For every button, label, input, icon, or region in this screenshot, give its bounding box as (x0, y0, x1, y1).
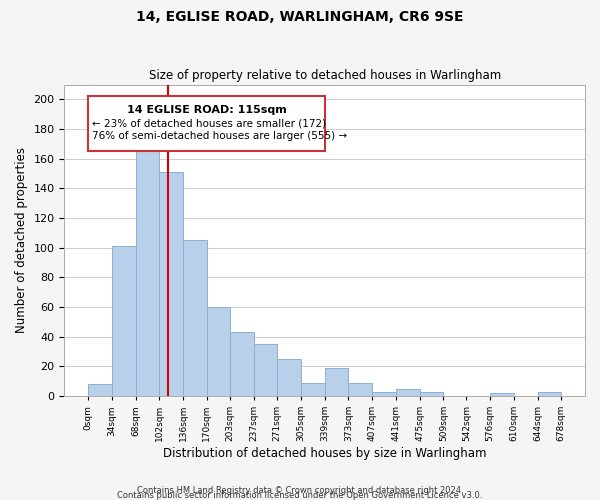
Bar (207, 307, 230, 396)
Text: 14 EGLISE ROAD: 115sqm: 14 EGLISE ROAD: 115sqm (127, 106, 287, 116)
Y-axis label: Number of detached properties: Number of detached properties (15, 148, 28, 334)
Bar (372, 392, 396, 396)
Bar (136, 152, 159, 396)
Bar (396, 388, 419, 396)
Text: 76% of semi-detached houses are larger (555) →: 76% of semi-detached houses are larger (… (92, 130, 347, 140)
Bar (349, 382, 372, 396)
Bar (159, 172, 183, 396)
Bar (88, 384, 112, 396)
Bar (301, 382, 325, 396)
Bar (277, 359, 301, 396)
Text: Contains HM Land Registry data © Crown copyright and database right 2024.: Contains HM Land Registry data © Crown c… (137, 486, 463, 495)
Bar (112, 246, 136, 396)
X-axis label: Distribution of detached houses by size in Warlingham: Distribution of detached houses by size … (163, 447, 487, 460)
Text: 14, EGLISE ROAD, WARLINGHAM, CR6 9SE: 14, EGLISE ROAD, WARLINGHAM, CR6 9SE (136, 10, 464, 24)
Bar (325, 368, 349, 396)
Bar (230, 332, 254, 396)
Bar (88, 96, 325, 152)
Bar (183, 240, 207, 396)
Text: Contains public sector information licensed under the Open Government Licence v3: Contains public sector information licen… (118, 491, 482, 500)
Bar (419, 392, 443, 396)
Title: Size of property relative to detached houses in Warlingham: Size of property relative to detached ho… (149, 69, 501, 82)
Bar (538, 392, 562, 396)
Bar (254, 344, 277, 396)
Text: ← 23% of detached houses are smaller (172): ← 23% of detached houses are smaller (17… (92, 118, 326, 128)
Bar (490, 393, 514, 396)
